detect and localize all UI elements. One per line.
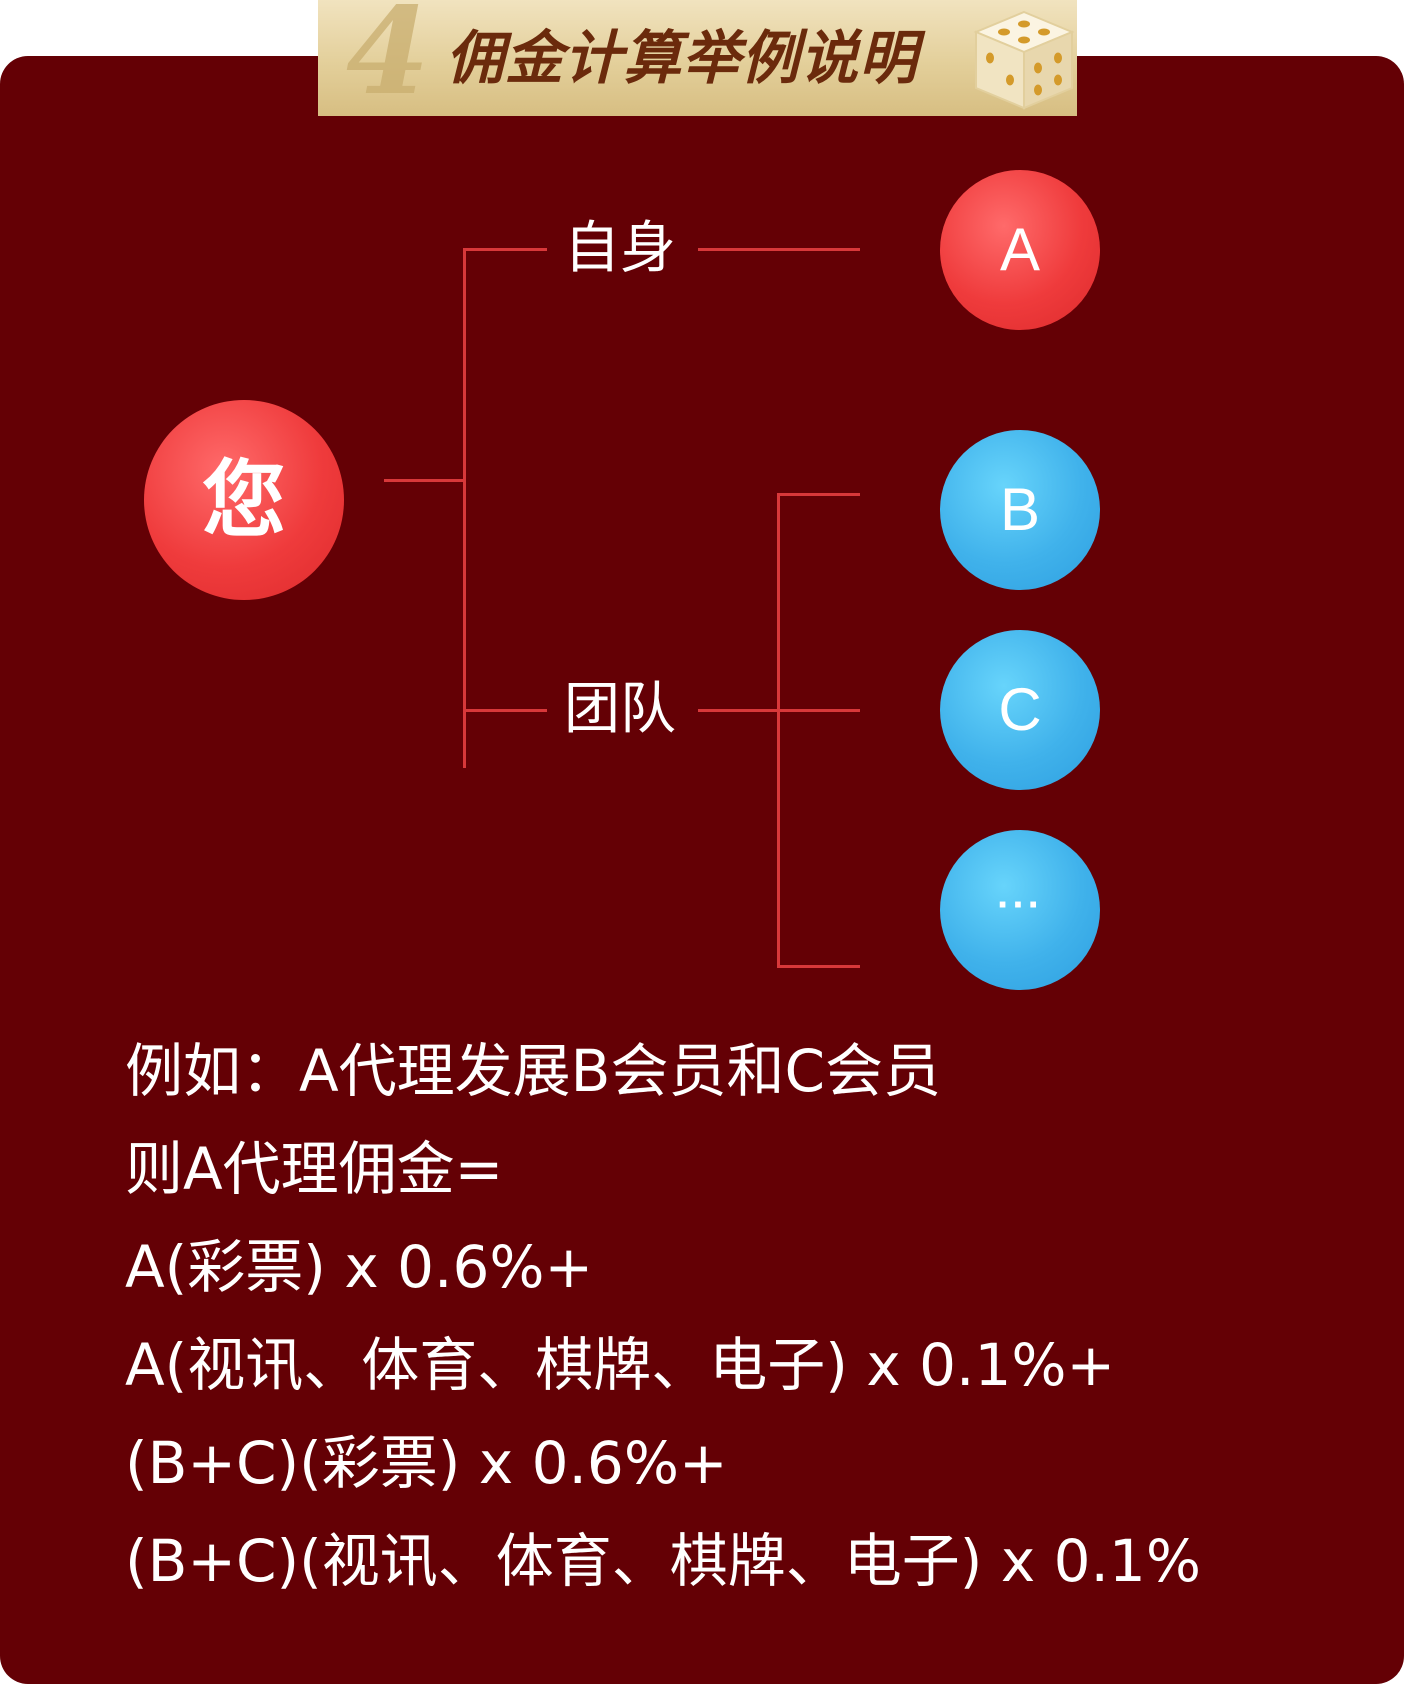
branch-self-label: 自身 bbox=[564, 216, 676, 281]
explain-line: 则A代理佣金= bbox=[125, 1135, 504, 1203]
explain-line: (B+C)(视讯、体育、棋牌、电子) x 0.1% bbox=[125, 1527, 1201, 1595]
root-node-label: 您 bbox=[201, 451, 286, 549]
explain-line: 例如：A代理发展B会员和C会员 bbox=[125, 1037, 941, 1105]
commission-explanation: 例如：A代理发展B会员和C会员 则A代理佣金= A(彩票) x 0.6%+ A(… bbox=[125, 1022, 1355, 1610]
node-more-label: ··· bbox=[997, 883, 1043, 927]
dice-icon bbox=[973, 10, 1075, 110]
root-node-you: 您 bbox=[144, 400, 344, 600]
explain-line: (B+C)(彩票) x 0.6%+ bbox=[125, 1429, 728, 1497]
connector-team-vertical bbox=[777, 493, 780, 968]
commission-card: 自身 团队 您 A B C ··· bbox=[0, 56, 1404, 1684]
banner-number: 4 bbox=[346, 0, 430, 116]
explain-line: A(视讯、体育、棋牌、电子) x 0.1%+ bbox=[125, 1331, 1116, 1399]
node-a: A bbox=[940, 170, 1100, 330]
branch-team-label: 团队 bbox=[564, 677, 676, 742]
node-c: C bbox=[940, 630, 1100, 790]
banner-title: 佣金计算举例说明 bbox=[446, 24, 919, 92]
connector-root-stem bbox=[384, 479, 466, 482]
explain-line: A(彩票) x 0.6%+ bbox=[125, 1233, 594, 1301]
connector-main-vertical bbox=[463, 248, 466, 768]
node-more: ··· bbox=[940, 830, 1100, 990]
connector-self-right bbox=[698, 248, 860, 251]
connector-self-left bbox=[463, 248, 547, 251]
node-b-label: B bbox=[999, 476, 1041, 543]
node-a-label: A bbox=[999, 216, 1041, 283]
connector-team-left bbox=[463, 709, 547, 712]
connector-b bbox=[777, 493, 860, 496]
node-c-label: C bbox=[998, 676, 1042, 743]
connector-more bbox=[777, 965, 860, 968]
section-banner: 4 佣金计算举例说明 bbox=[318, 0, 1077, 116]
node-b: B bbox=[940, 430, 1100, 590]
